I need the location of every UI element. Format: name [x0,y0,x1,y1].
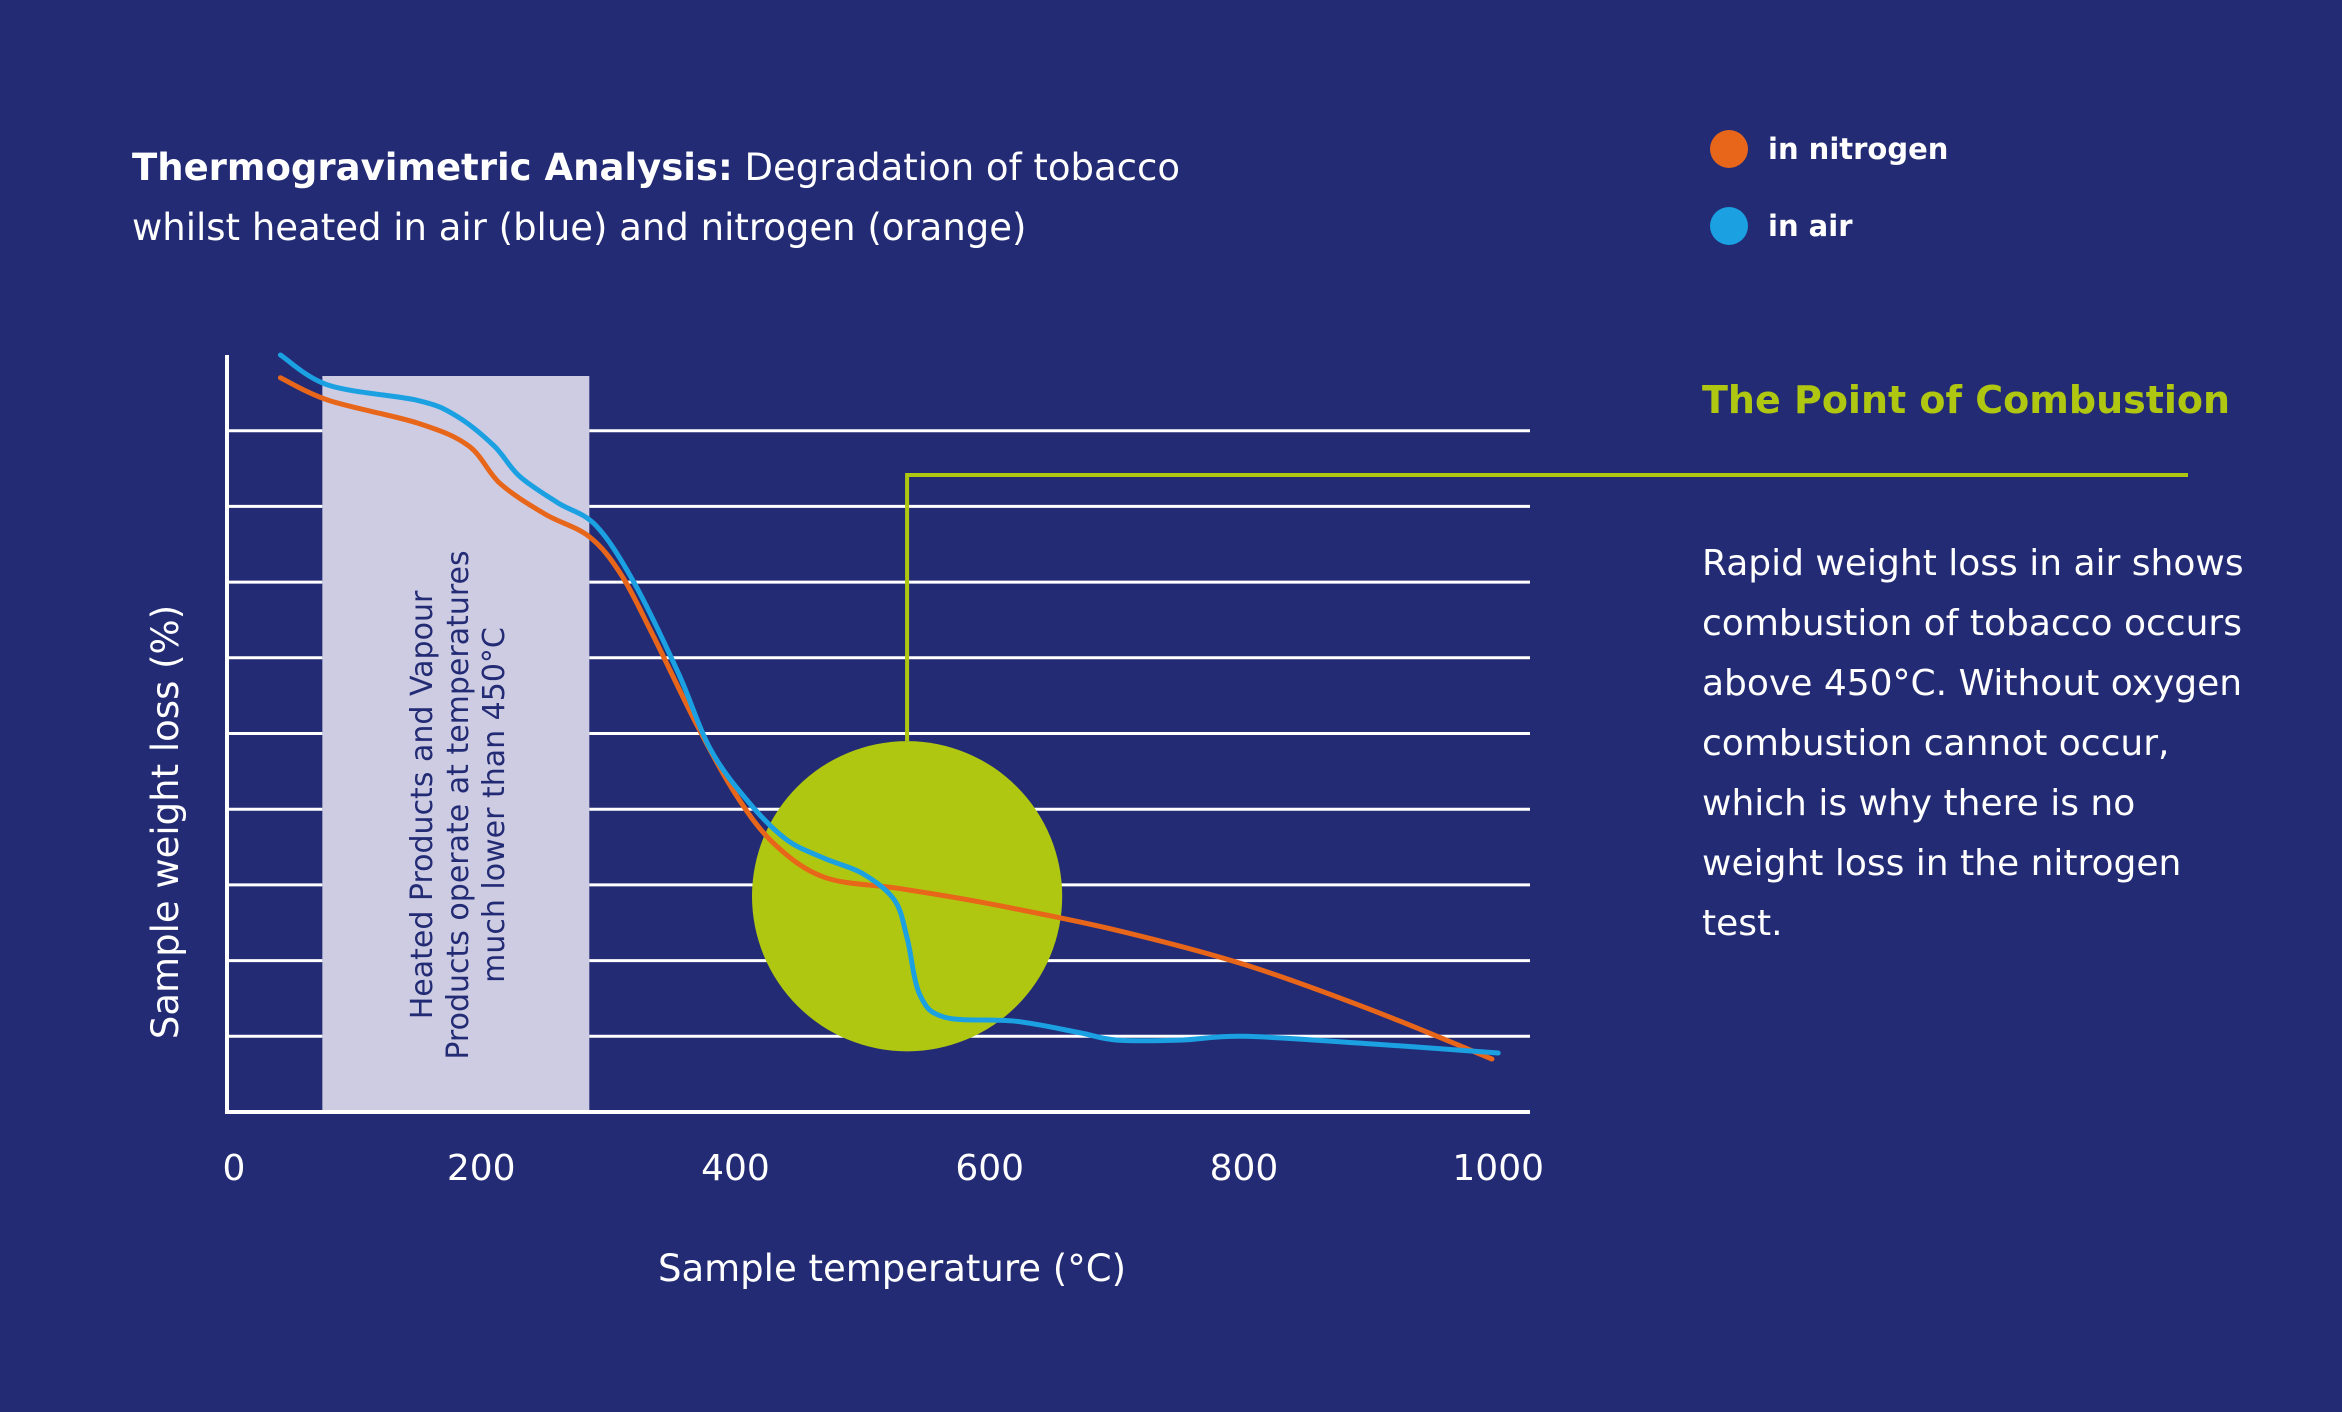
combustion-connector-line [905,473,2188,742]
legend-item-nitrogen: in nitrogen [1710,130,1948,168]
point-of-combustion-title: The Point of Combustion [1702,378,2231,422]
x-tick-label-200: 200 [447,1148,516,1189]
x-tick-label-0: 0 [223,1148,246,1189]
series-line-air [277,352,1501,1056]
band-annotation: Heated Products and VapourProducts opera… [405,550,512,1059]
band-annotation-line-2: much lower than 450°C [477,627,512,983]
legend-air-label: in air [1768,209,1853,243]
legend-item-air: in air [1710,207,1853,245]
combustion-point-circle [752,741,1063,1052]
x-tick-label-400: 400 [701,1148,770,1189]
legend-nitrogen-label: in nitrogen [1768,132,1949,166]
legend-air-swatch [1710,207,1748,245]
x-tick-label-800: 800 [1210,1148,1279,1189]
x-tick-label-600: 600 [955,1148,1024,1189]
highlight-band [322,376,590,1112]
chart-title-rest: Degradation of tobacco whilst heated in … [132,146,1180,249]
chart-title-bold: Thermogravimetric Analysis: [132,146,733,189]
band-annotation-line-1: Products operate at temperatures [441,550,476,1059]
x-tick-label-1000: 1000 [1452,1148,1544,1189]
band-annotation-line-0: Heated Products and Vapour [405,590,440,1019]
y-axis-label: Sample weight loss (%) [144,605,187,1039]
chart-title: Thermogravimetric Analysis: Degradation … [132,138,1252,258]
legend-nitrogen-swatch [1710,130,1748,168]
x-axis-label: Sample temperature (°C) [658,1247,1126,1290]
combustion-description: Rapid weight loss in air shows combustio… [1702,543,2244,944]
